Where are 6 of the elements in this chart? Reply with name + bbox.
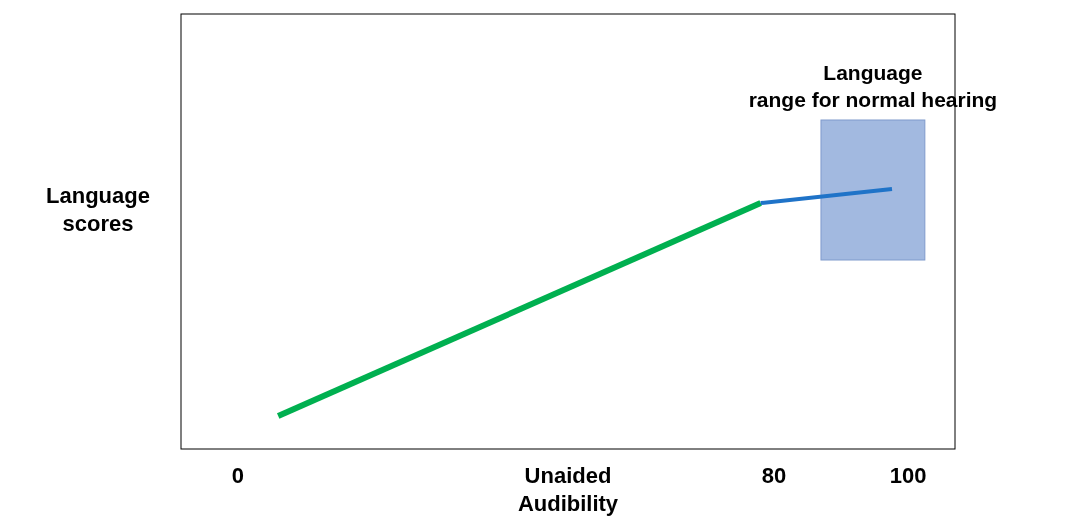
x-tick-label: 100 (889, 463, 927, 488)
x-axis-title: Unaided Audibility (517, 463, 619, 516)
y-axis-title: Language scores (46, 183, 150, 236)
x-tick-label: 80 (761, 463, 787, 488)
band-label: Language range for normal hearing (748, 61, 998, 111)
x-tick-label: 0 (231, 463, 245, 488)
